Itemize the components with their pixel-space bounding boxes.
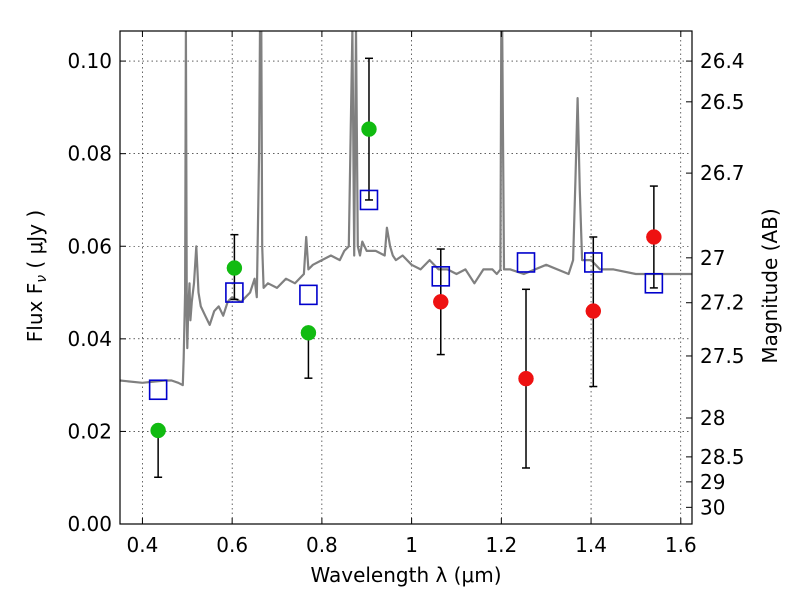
spectrum-line <box>120 31 692 387</box>
y-axis-title: Flux Fν ( μJy ) <box>23 210 50 342</box>
y-tick-label: 0.06 <box>67 234 112 258</box>
y-tick-label: 0.10 <box>67 49 112 73</box>
model-square-marker <box>359 189 379 211</box>
observed-circle-marker <box>300 325 317 341</box>
model-square-marker <box>516 252 536 273</box>
model-square-marker <box>148 379 168 401</box>
data-markers <box>148 121 664 439</box>
observed-circle-marker <box>646 229 662 245</box>
observed-circle-marker <box>361 121 377 137</box>
x-axis-title: Wavelength λ (μm) <box>310 563 501 587</box>
y-axis-title-sub: ν <box>34 275 50 283</box>
x-tick-label: 1 <box>405 533 418 557</box>
y2-tick-label: 26.5 <box>700 90 745 114</box>
y2-tick-label: 27 <box>700 246 725 270</box>
y2-tick-label: 26.4 <box>700 49 745 73</box>
y-axis-title-unit: ( μJy ) <box>23 210 47 275</box>
y2-tick-label: 28 <box>700 406 725 430</box>
y-tick-label: 0.02 <box>67 419 112 443</box>
x-tick-label: 0.6 <box>216 533 248 557</box>
y2-axis-title: Magnitude (AB) <box>758 208 782 363</box>
model-square-marker <box>431 266 451 287</box>
model-square-marker <box>644 272 664 294</box>
model-square-marker <box>225 282 244 303</box>
model-square-marker <box>584 252 603 273</box>
y2-tick-label: 26.7 <box>700 161 745 185</box>
observed-circle-marker <box>433 294 449 310</box>
x-tick-label: 1.4 <box>575 533 607 557</box>
y-tick-label: 0.08 <box>67 142 112 166</box>
y2-tick-label: 29 <box>700 470 725 494</box>
spectrum-series <box>120 31 692 387</box>
y2-tick-label: 30 <box>700 495 725 519</box>
observed-circle-marker <box>518 370 534 387</box>
grid-lines <box>120 31 692 525</box>
axis-ticks <box>120 31 692 525</box>
model-square-marker <box>299 284 318 306</box>
plot-frame <box>119 30 693 525</box>
observed-circle-marker <box>226 260 243 276</box>
y2-tick-label: 27.5 <box>700 344 745 368</box>
y-tick-label: 0.00 <box>67 512 112 536</box>
observed-circle-marker <box>150 422 166 439</box>
observed-circle-marker <box>585 303 602 319</box>
y2-tick-label: 28.5 <box>700 445 745 469</box>
y2-tick-label: 27.2 <box>700 291 745 315</box>
x-tick-label: 1.2 <box>485 533 517 557</box>
tick-labels: 0.4 0.6 0.8 1 1.2 1.4 1.6 0.00 0.02 0.04 0.06 0.08 0… <box>67 49 744 557</box>
x-tick-label: 0.4 <box>127 533 159 557</box>
y-tick-label: 0.04 <box>67 327 112 351</box>
x-tick-label: 0.8 <box>306 533 338 557</box>
x-tick-label: 1.6 <box>665 533 697 557</box>
y-axis-title-main: Flux F <box>23 283 47 342</box>
